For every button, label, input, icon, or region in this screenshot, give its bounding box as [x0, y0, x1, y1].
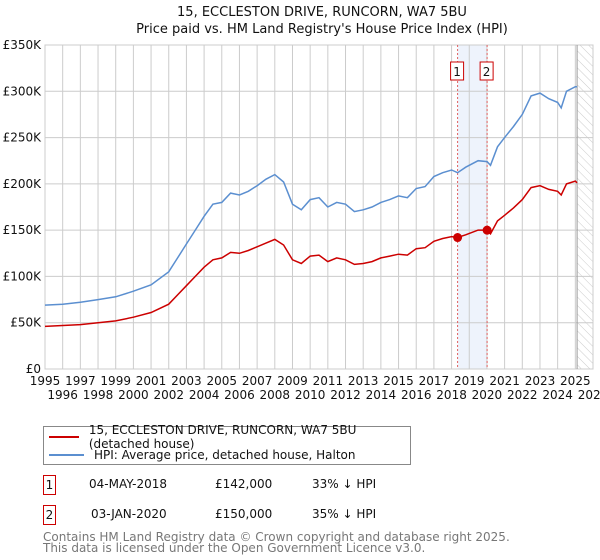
x-tick-label: 2002	[153, 388, 184, 402]
sale-price: £142,000	[215, 477, 273, 491]
sale-date: 04-MAY-2018	[89, 477, 168, 491]
x-tick-label: 2018	[436, 388, 467, 402]
x-tick-label: 2004	[189, 388, 220, 402]
footer-licence: This data is licensed under the Open Gov…	[43, 541, 426, 555]
sale-period-band	[457, 45, 488, 369]
plot-frame	[44, 44, 594, 370]
sale-price: £150,000	[215, 507, 273, 521]
sale-badge: 2	[43, 505, 56, 525]
blue-line-swatch	[49, 454, 84, 456]
chart-subtitle: Price paid vs. HM Land Registry's House …	[136, 22, 508, 37]
legend-label: 15, ECCLESTON DRIVE, RUNCORN, WA7 5BU (d…	[88, 423, 357, 451]
x-tick-label: 1997	[65, 374, 96, 388]
sale-marker-box	[450, 61, 465, 81]
sale-row: 1 04-MAY-2018 £142,000 33% ↓ HPI	[43, 475, 443, 495]
y-tick-label: £0	[26, 362, 41, 376]
y-tick-label: £200K	[3, 177, 43, 191]
property-price-line	[44, 180, 578, 328]
legend-item-hpi: HPI: Average price, detached house, Halt…	[44, 447, 356, 463]
x-tick-label: 2003	[171, 374, 202, 388]
y-tick-label: £250K	[3, 131, 43, 145]
sale-date: 03-JAN-2020	[91, 507, 167, 521]
x-tick-label: 2014	[366, 388, 397, 402]
legend: 15, ECCLESTON DRIVE, RUNCORN, WA7 5BU (d…	[43, 423, 411, 465]
x-tick-label: 1996	[47, 388, 78, 402]
sale-point	[482, 225, 492, 235]
x-tick-label: 2011	[313, 374, 344, 388]
price-chart: 15, ECCLESTON DRIVE, RUNCORN, WA7 5BU Pr…	[3, 5, 600, 402]
sale-badge: 1	[43, 475, 56, 495]
sale-marker-label: 1	[453, 65, 461, 79]
sale-marker-label: 2	[483, 65, 491, 79]
sale-point	[453, 233, 463, 243]
y-tick-label: £350K	[3, 38, 43, 52]
x-tick-label: 2020	[472, 388, 503, 402]
red-line-swatch	[49, 436, 79, 438]
legend-label: HPI: Average price, detached house, Halt…	[94, 448, 356, 462]
sale-delta: 35% ↓ HPI	[312, 507, 377, 521]
x-tick-label: 2001	[136, 374, 167, 388]
x-tick-label: 2021	[489, 374, 520, 388]
chart-title: 15, ECCLESTON DRIVE, RUNCORN, WA7 5BU	[177, 5, 467, 20]
x-tick-label: 2024	[542, 388, 573, 402]
sale-marker-box	[479, 61, 494, 81]
y-tick-label: £300K	[3, 84, 43, 98]
x-tick-label: 2022	[507, 388, 538, 402]
x-tick-label: 2023	[525, 374, 556, 388]
x-tick-label: 2008	[260, 388, 291, 402]
x-tick-label: 2015	[383, 374, 414, 388]
x-tick-label: 2012	[330, 388, 361, 402]
sale-delta: 33% ↓ HPI	[312, 477, 377, 491]
x-tick-label: 2017	[419, 374, 450, 388]
x-tick-label: 2026	[578, 388, 600, 402]
x-tick-label: 2010	[295, 388, 326, 402]
x-tick-label: 2019	[454, 374, 485, 388]
x-tick-label: 2025	[560, 374, 591, 388]
y-tick-label: £100K	[3, 269, 43, 283]
footer-copyright: Contains HM Land Registry data © Crown c…	[43, 530, 510, 544]
x-tick-label: 2005	[207, 374, 238, 388]
legend-item-property: 15, ECCLESTON DRIVE, RUNCORN, WA7 5BU (d…	[44, 423, 410, 451]
x-tick-label: 1995	[30, 374, 61, 388]
sale-row: 2 03-JAN-2020 £150,000 35% ↓ HPI	[43, 505, 443, 525]
y-tick-label: £150K	[3, 223, 43, 237]
x-tick-label: 1999	[100, 374, 131, 388]
x-tick-label: 2006	[224, 388, 255, 402]
x-tick-label: 1998	[83, 388, 114, 402]
y-tick-label: £50K	[10, 316, 42, 330]
x-tick-label: 2007	[242, 374, 273, 388]
forecast-hatch	[577, 45, 593, 369]
x-tick-label: 2013	[348, 374, 379, 388]
x-tick-label: 2000	[118, 388, 149, 402]
hpi-line	[44, 85, 578, 306]
x-tick-label: 2009	[277, 374, 308, 388]
x-tick-label: 2016	[401, 388, 432, 402]
